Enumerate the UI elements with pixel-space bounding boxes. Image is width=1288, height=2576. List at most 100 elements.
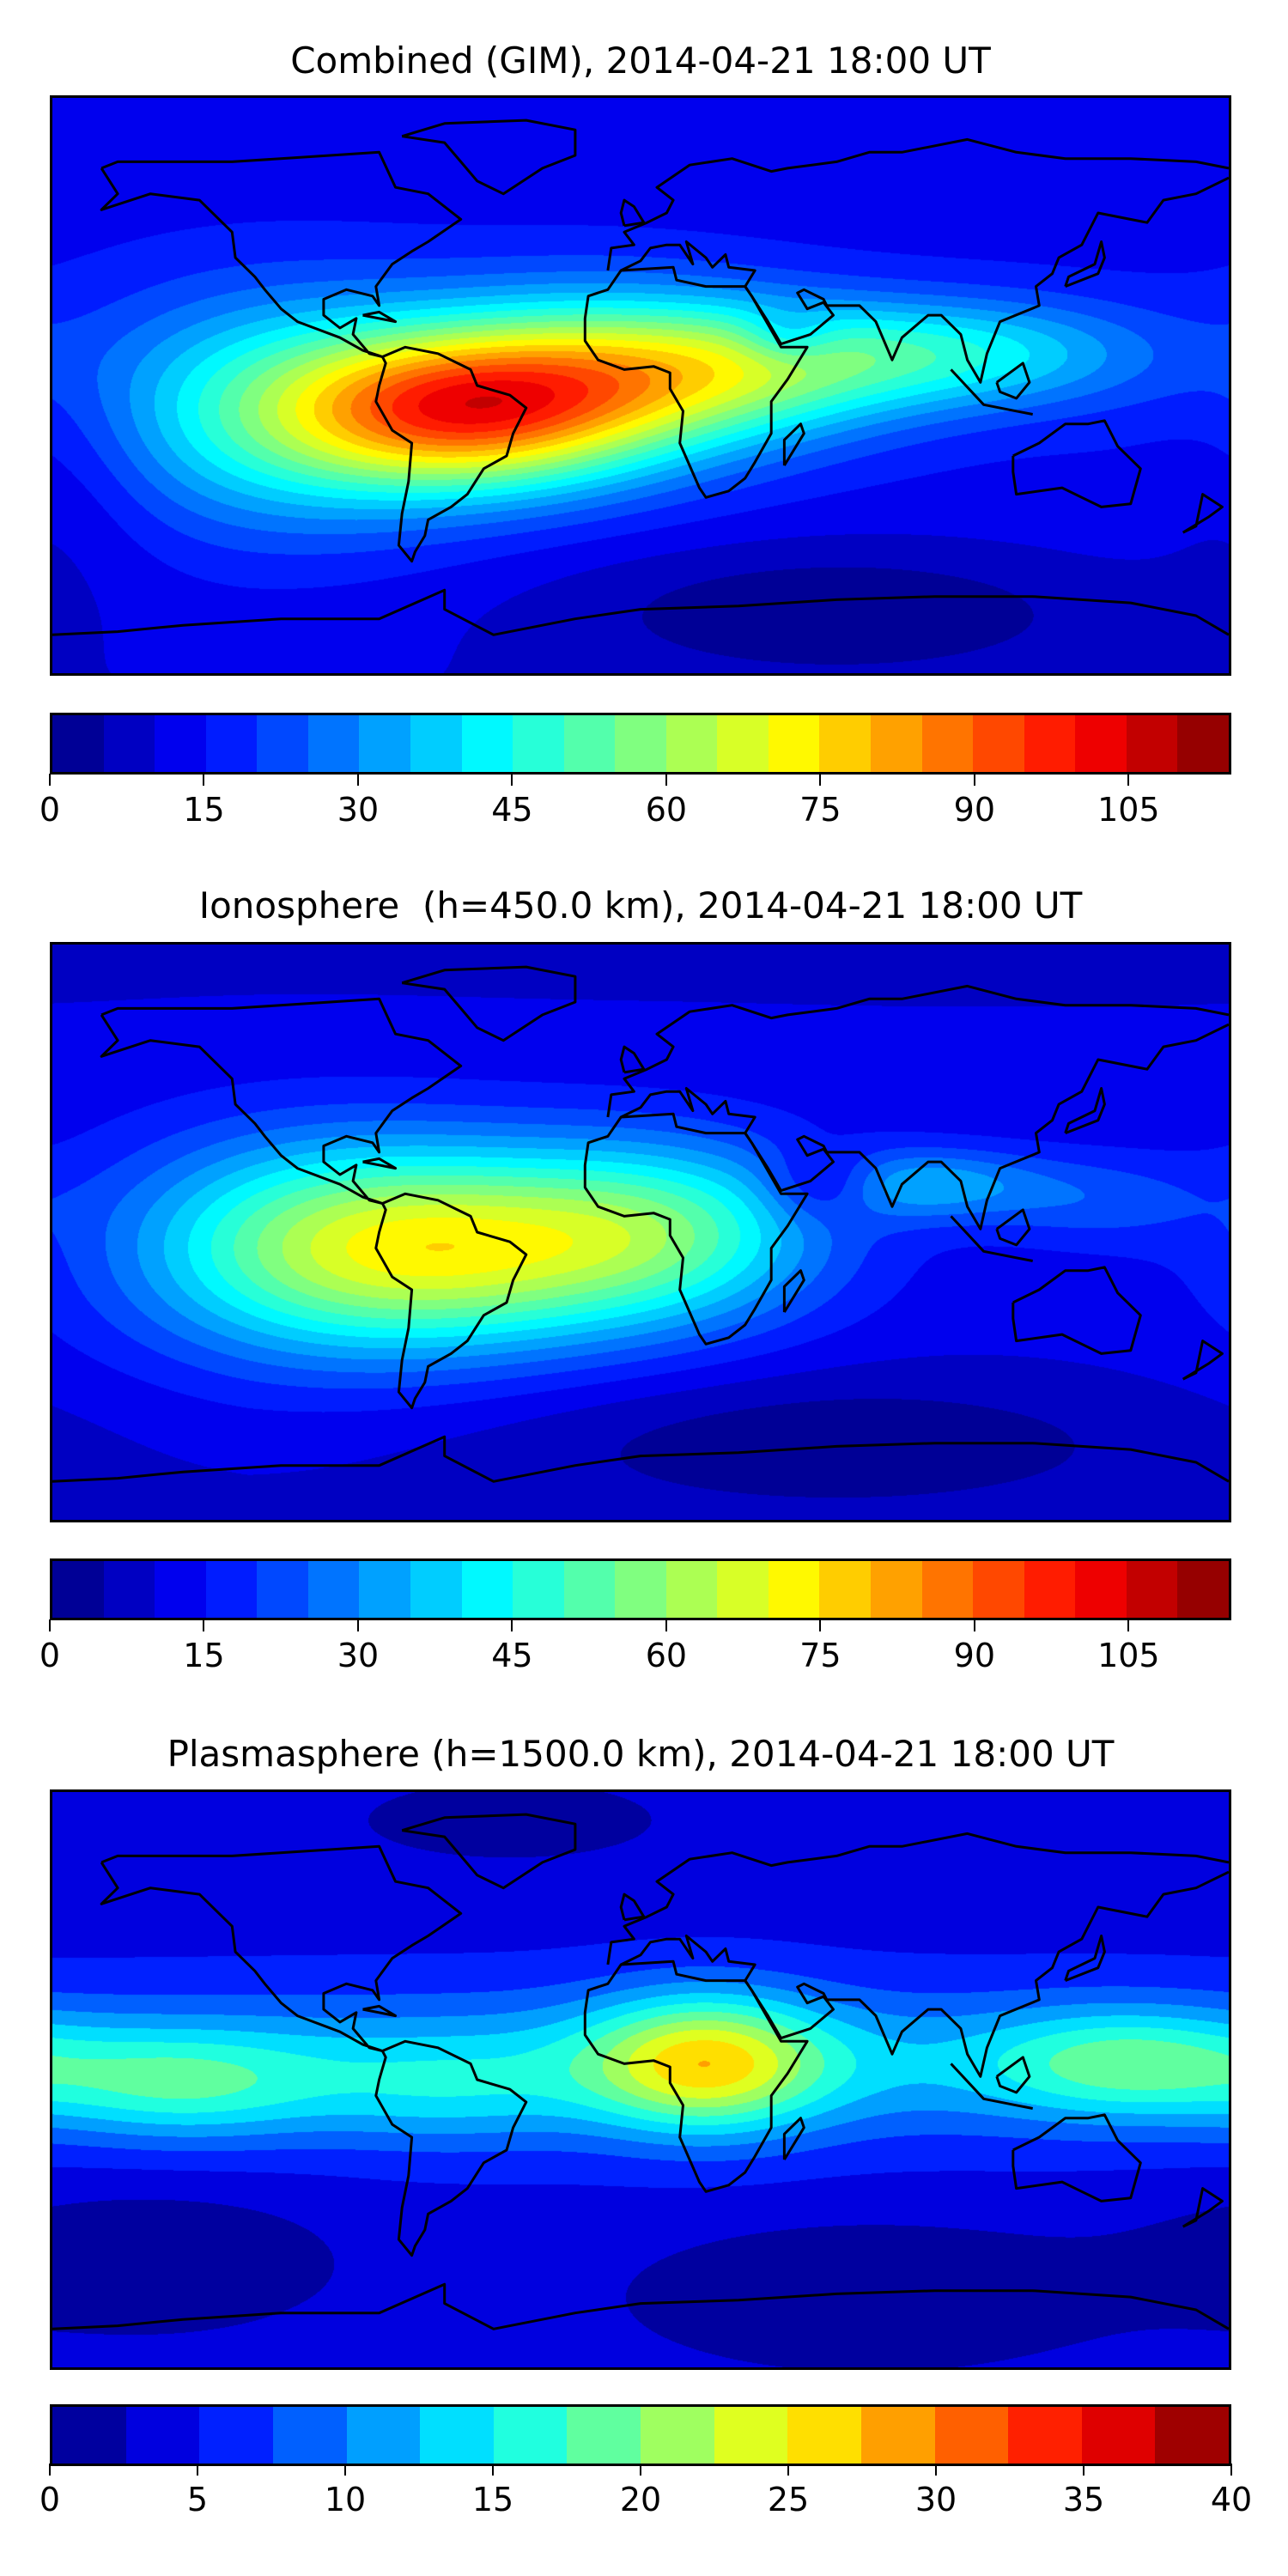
colorbar-tick-label: 5 [186,2481,209,2518]
tec-field [52,945,1229,1520]
coastline [52,588,1229,636]
coastlines [52,1813,1229,2330]
colorbar-tick [973,774,975,786]
colorbar-segment [155,1561,206,1618]
colorbar-segment [921,715,974,772]
colorbar-segment [52,2407,126,2464]
colorbar-tick-label: 75 [799,1637,841,1674]
colorbar-tick [511,774,513,786]
map-title-combined: Combined (GIM), 2014-04-21 18:00 UT [290,39,991,82]
colorbar-tick-label: 0 [39,1637,61,1674]
colorbar-tick-label: 35 [1062,2481,1105,2518]
colorbar-segment [768,1561,820,1618]
colorbar-segment [307,715,360,772]
colorbar-segment [717,1561,769,1618]
map-ionosphere [50,942,1231,1522]
colorbar-tick [1127,1619,1130,1631]
coastline [606,137,1229,271]
coastline [52,2282,1229,2330]
coastline [100,997,463,1205]
colorbar-tick [356,774,359,786]
colorbar-segment [513,715,564,772]
colorbar-segment [1081,2407,1156,2464]
colorbar-segment [563,1561,616,1618]
colorbar-segment [1126,715,1178,772]
colorbar-segment [513,1561,564,1618]
colorbar-tick [1230,2464,1232,2476]
colorbar-tick-label: 60 [645,1637,688,1674]
coastline [1064,1087,1106,1134]
colorbar-tick [973,1619,975,1631]
colorbar-segment [665,715,718,772]
coastline [1182,1340,1224,1381]
colorbar-tick-label: 75 [799,791,841,829]
colorbar-segment [871,1561,922,1618]
coastline [362,1157,398,1170]
coastline [950,1215,1033,1262]
colorbar-tick-label: 10 [324,2481,367,2518]
coastline [606,984,1229,1118]
coastline [401,965,577,1042]
colorbar-tick [935,2464,937,2476]
coastline [1012,2113,1142,2202]
colorbar-tick-label: 60 [645,791,688,829]
colorbar-tick-label: 30 [337,1637,380,1674]
colorbar-tick [492,2464,494,2476]
colorbar-segment [493,2407,568,2464]
colorbar-segment [641,2407,714,2464]
colorbar-tick-label: 105 [1097,1637,1160,1674]
colorbar-segment [155,715,206,772]
colorbar-segment [615,1561,666,1618]
coastline [583,265,809,499]
colorbar-tick [344,2464,346,2476]
colorbar-segment [1126,1561,1178,1618]
colorbar-segment [103,1561,155,1618]
colorbar-segment [125,2407,200,2464]
colorbar-segment [1177,1561,1229,1618]
colorbar-segment [819,715,871,772]
colorbar-tick-label: 15 [183,1637,225,1674]
map-title-plasmasphere: Plasmasphere (h=1500.0 km), 2014-04-21 1… [167,1733,1115,1775]
colorbar-tick [197,2464,198,2476]
colorbar-plasmasphere [50,2404,1231,2466]
colorbar-segment [665,1561,718,1618]
colorbar-ionosphere [50,1558,1231,1620]
colorbar-segment [934,2407,1009,2464]
colorbar-tick [49,1619,51,1631]
colorbar-tick [356,1619,359,1631]
colorbar-tick-label: 15 [471,2481,514,2518]
colorbar-tick-label: 45 [491,791,533,829]
map-title-ionosphere: Ionosphere (h=450.0 km), 2014-04-21 18:0… [198,884,1083,927]
colorbar-tick [203,774,205,786]
colorbar-segment [199,2407,273,2464]
coastline [619,1893,646,1922]
coastline [995,2056,1031,2094]
tec-field [52,98,1229,673]
coastline [374,345,528,563]
colorbar-tick [819,774,822,786]
coastline [100,150,463,358]
colorbar-segment [257,1561,308,1618]
coastline [374,1192,528,1410]
colorbar-segment [1024,715,1076,772]
map-plasmasphere [50,1789,1231,2370]
colorbar-tick-label: 40 [1210,2481,1253,2518]
coastline [995,361,1031,400]
colorbar-segment [461,1561,513,1618]
coastline [374,2039,528,2257]
colorbar-segment [103,715,155,772]
colorbar-segment [973,715,1024,772]
colorbar-segment [819,1561,871,1618]
colorbar-segment [787,2407,861,2464]
coastline [950,368,1033,416]
colorbar-tick-label: 0 [39,791,61,829]
colorbar-tick-label: 105 [1097,791,1160,829]
colorbar-ticks-combined: 0 15 30 45 60 75 90 105 [39,774,1231,834]
coastline [52,1435,1229,1483]
colorbar-tick-label: 90 [953,791,996,829]
coastline [619,198,646,228]
colorbar-tick-label: 20 [619,2481,662,2518]
colorbar-tick-label: 30 [337,791,380,829]
colorbar-segment [52,715,104,772]
colorbar-tick-label: 90 [953,1637,996,1674]
